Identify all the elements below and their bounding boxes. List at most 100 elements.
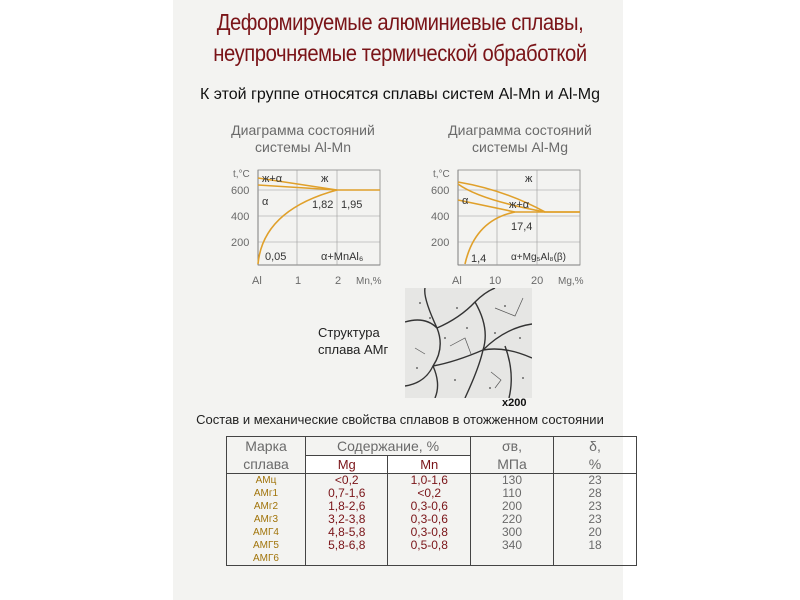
diagram-mg-y-tick: 600 xyxy=(431,185,449,197)
mn-cell: 1,0-1,6 xyxy=(410,473,448,487)
micrograph-image xyxy=(405,288,532,398)
delta-cell: 23 xyxy=(588,499,602,513)
properties-table: Марка сплава Содержание, % σв, МПа δ, % … xyxy=(226,436,637,566)
header-sigma-line-1: σв, xyxy=(502,438,522,454)
micrograph-caption-line-1: Структура xyxy=(318,325,380,340)
sigma-cell: 130 xyxy=(501,473,523,487)
diagram-mg-x-unit: Mg,% xyxy=(558,276,584,287)
mg-cell: 4,8-5,8 xyxy=(328,525,366,539)
diagram-mg-y-label: t,°C xyxy=(433,169,450,180)
diagram-mg-grid xyxy=(458,170,580,265)
sigma-cell: 200 xyxy=(501,499,523,513)
diagram-mn-title-line-2: системы Al-Mn xyxy=(255,139,351,155)
phase-label-liquid-alpha: ж+α xyxy=(509,199,530,211)
header-sigma-line-2: МПа xyxy=(497,456,527,472)
micrograph-caption: Структура сплава АМг xyxy=(318,324,388,358)
value-label: 1,82 xyxy=(312,199,333,211)
slide-title-line-2: неупрочняемые термической обработкой xyxy=(213,40,587,66)
diagram-mg-y-tick: 400 xyxy=(431,211,449,223)
diagram-mg-x-tick: 10 xyxy=(489,275,501,287)
mg-cell: 5,8-6,8 xyxy=(328,538,366,552)
diagram-mg-y-tick: 200 xyxy=(431,237,449,249)
grade-cell: АМг1 xyxy=(253,488,279,499)
header-grade: Марка сплава xyxy=(226,436,306,474)
slide-subtitle: К этой группе относятся сплавы систем Al… xyxy=(200,86,600,103)
delta-cell: 18 xyxy=(588,538,602,552)
diagram-mg-x-tick: 20 xyxy=(531,275,543,287)
value-label: 0,05 xyxy=(265,251,286,263)
delta-cell: 23 xyxy=(588,473,602,487)
phase-label-liquid: ж xyxy=(321,173,329,185)
diagram-mn-x-tick: 2 xyxy=(335,275,341,287)
mn-cell: 0,5-0,8 xyxy=(410,538,448,552)
phase-label-alpha-mgal: α+Mg₅Al₈(β) xyxy=(511,252,566,263)
sigma-cell: 340 xyxy=(501,538,523,552)
diagram-mn: t,°C 600 400 200 Al 1 2 Mn,% ж+α ж α 1,8… xyxy=(231,169,382,287)
diagram-mn-frame xyxy=(257,169,381,266)
delta-cell: 23 xyxy=(588,512,602,526)
table-body-row: АМц АМг1 АМг2 АМг3 АМГ4 АМГ5 АМГ6 <0,2 0… xyxy=(226,473,637,566)
value-label: 1,4 xyxy=(471,253,486,265)
diagram-mg-title: Диаграмма состояний системы Al-Mg xyxy=(440,122,600,156)
delta-column: 23 28 23 23 20 18 xyxy=(553,473,637,566)
grade-cell: АМг2 xyxy=(253,501,279,512)
grade-cell: АМц xyxy=(255,475,277,486)
phase-label-alpha: α xyxy=(262,196,269,208)
phase-label-alpha-mnal: α+MnAl₆ xyxy=(321,251,363,263)
diagram-mn-x-tick: 1 xyxy=(295,275,301,287)
diagram-mn-grid xyxy=(258,170,380,265)
header-sigma: σв, МПа xyxy=(470,436,554,474)
diagram-mg-phase-curves xyxy=(457,181,580,265)
value-label: 17,4 xyxy=(511,221,532,233)
diagram-mn-title-line-1: Диаграмма состояний xyxy=(231,122,375,138)
phase-label-alpha: α xyxy=(462,195,469,207)
header-grade-line-2: сплава xyxy=(243,456,289,472)
mg-cell xyxy=(306,552,387,565)
mg-column: <0,2 0,7-1,6 1,8-2,6 3,2-3,8 4,8-5,8 5,8… xyxy=(304,473,389,566)
mn-cell: 0,3-0,6 xyxy=(410,499,448,513)
grade-cell: АМг3 xyxy=(253,514,279,525)
grade-column: АМц АМг1 АМг2 АМг3 АМГ4 АМГ5 АМГ6 xyxy=(226,473,306,566)
mg-cell: 0,7-1,6 xyxy=(328,486,366,500)
sigma-column: 130 110 200 220 300 340 xyxy=(470,473,554,566)
mn-cell: 0,3-0,6 xyxy=(410,512,448,526)
header-content: Содержание, % xyxy=(305,436,471,456)
sigma-cell: 220 xyxy=(501,512,523,526)
diagram-mn-x-tick: Al xyxy=(252,275,262,287)
table-caption: Состав и механические свойства сплавов в… xyxy=(196,412,604,427)
sigma-cell xyxy=(471,552,553,565)
mn-column: 1,0-1,6 <0,2 0,3-0,6 0,3-0,6 0,3-0,8 0,5… xyxy=(387,473,471,566)
delta-cell: 20 xyxy=(588,525,602,539)
header-grade-line-1: Марка xyxy=(245,438,287,454)
diagram-mn-y-tick: 400 xyxy=(231,211,249,223)
diagram-mg-x-tick: Al xyxy=(452,275,462,287)
mg-cell: <0,2 xyxy=(334,473,359,487)
mn-cell xyxy=(388,552,470,565)
grade-cell: АМГ4 xyxy=(253,527,279,538)
magnification-label: x200 xyxy=(502,397,527,409)
phase-label-liquid: ж xyxy=(525,173,533,185)
header-mg: Mg xyxy=(304,455,389,474)
sigma-cell: 110 xyxy=(502,486,522,500)
diagram-mn-title: Диаграмма состояний системы Al-Mn xyxy=(228,122,378,156)
micrograph-caption-line-2: сплава АМг xyxy=(318,342,389,357)
phase-label-liquid-alpha: ж+α xyxy=(262,173,283,185)
mg-cell: 3,2-3,8 xyxy=(328,512,366,526)
mn-cell: <0,2 xyxy=(417,486,442,500)
header-delta: δ, % xyxy=(553,436,637,474)
grade-cell: АМГ6 xyxy=(253,553,279,564)
diagram-mn-x-unit: Mn,% xyxy=(356,276,382,287)
diagram-mg-title-line-1: Диаграмма состояний xyxy=(448,122,592,138)
mn-cell: 0,3-0,8 xyxy=(410,525,448,539)
grade-cell: АМГ5 xyxy=(253,540,279,551)
mg-cell: 1,8-2,6 xyxy=(328,499,366,513)
diagram-mn-phase-curves xyxy=(257,177,380,265)
diagram-mg: t,°C 600 400 200 Al 10 20 Mg,% ж α ж+α 1… xyxy=(431,169,584,287)
delta-cell: 28 xyxy=(588,486,602,500)
diagram-mn-y-tick: 200 xyxy=(231,237,249,249)
header-delta-line-2: % xyxy=(588,456,602,472)
slide-title-line-1: Деформируемые алюминиевые сплавы, xyxy=(216,9,584,35)
diagram-mg-frame xyxy=(457,169,581,266)
diagram-mg-title-line-2: системы Al-Mg xyxy=(472,139,568,155)
header-mn: Mn xyxy=(387,455,471,474)
